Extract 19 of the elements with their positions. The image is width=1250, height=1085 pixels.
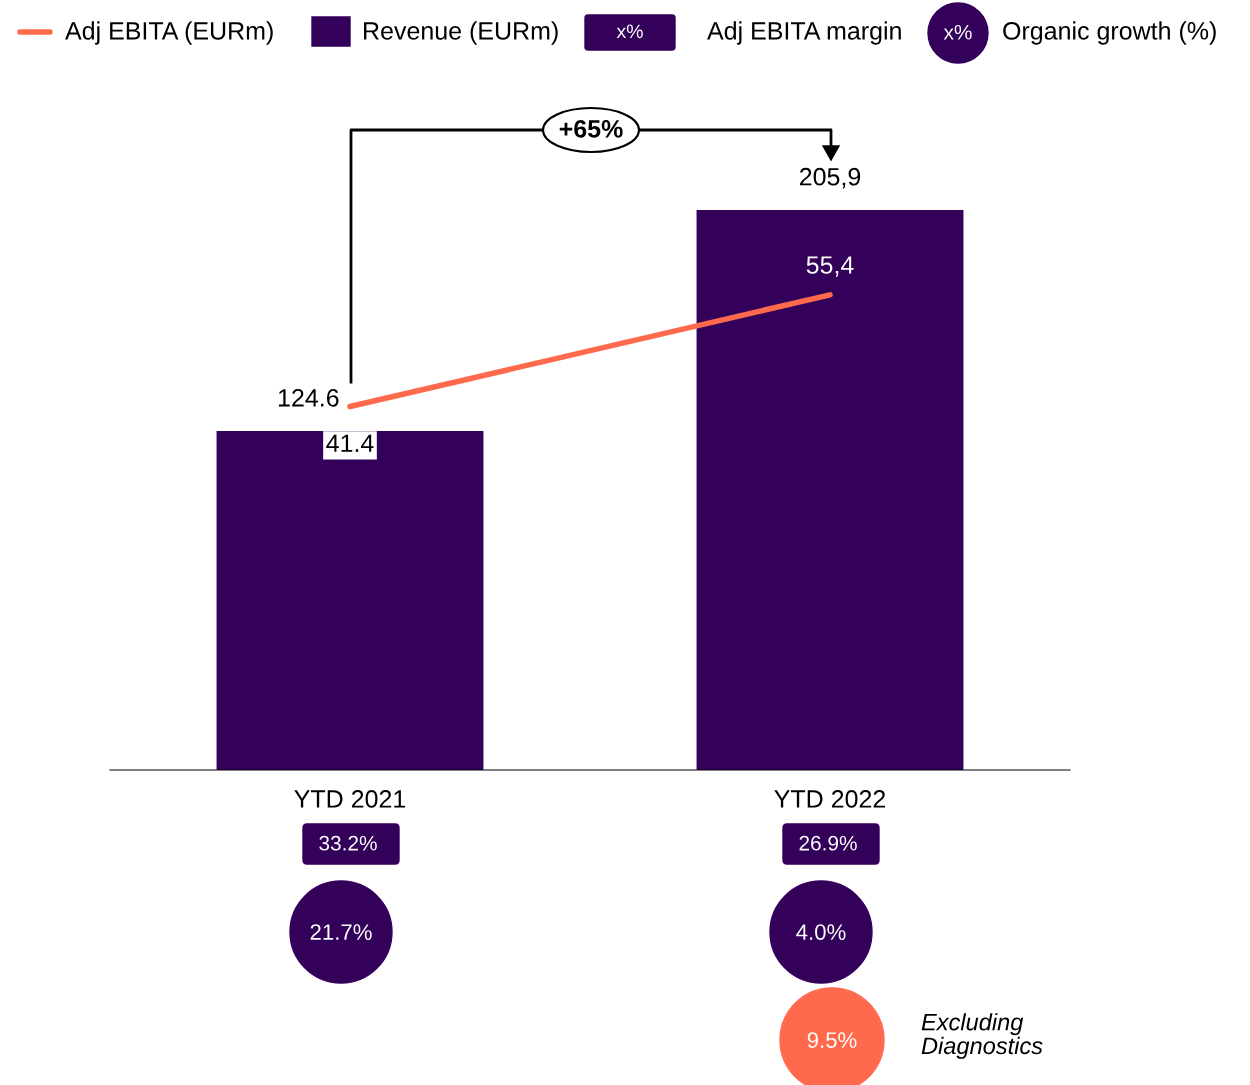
- text: Adj EBITA margin: [707, 21, 901, 45]
- text: 26.9%: [799, 835, 857, 851]
- data-label: 124.6: [278, 389, 339, 407]
- text: 33.2%: [319, 835, 377, 851]
- data-label: 55,4: [806, 256, 854, 277]
- text: 21.7%: [310, 924, 372, 940]
- data-label: 41.4: [326, 434, 374, 452]
- legend-label: Revenue (EURm): [364, 21, 558, 45]
- text: x%: [943, 24, 972, 40]
- text: Organic growth (%): [1003, 21, 1216, 45]
- text: 4.0%: [796, 924, 846, 940]
- text: +65%: [559, 120, 623, 138]
- legend-label: Adj EBITA (EURm): [65, 21, 273, 45]
- text: 9.5%: [807, 1032, 857, 1048]
- x-tick-label: YTD 2022: [774, 790, 886, 808]
- text: Excluding Diagnostics: [921, 1013, 1043, 1059]
- text: x%: [616, 24, 643, 39]
- x-tick-label: YTD 2021: [294, 790, 406, 808]
- data-label: 205,9: [799, 167, 861, 189]
